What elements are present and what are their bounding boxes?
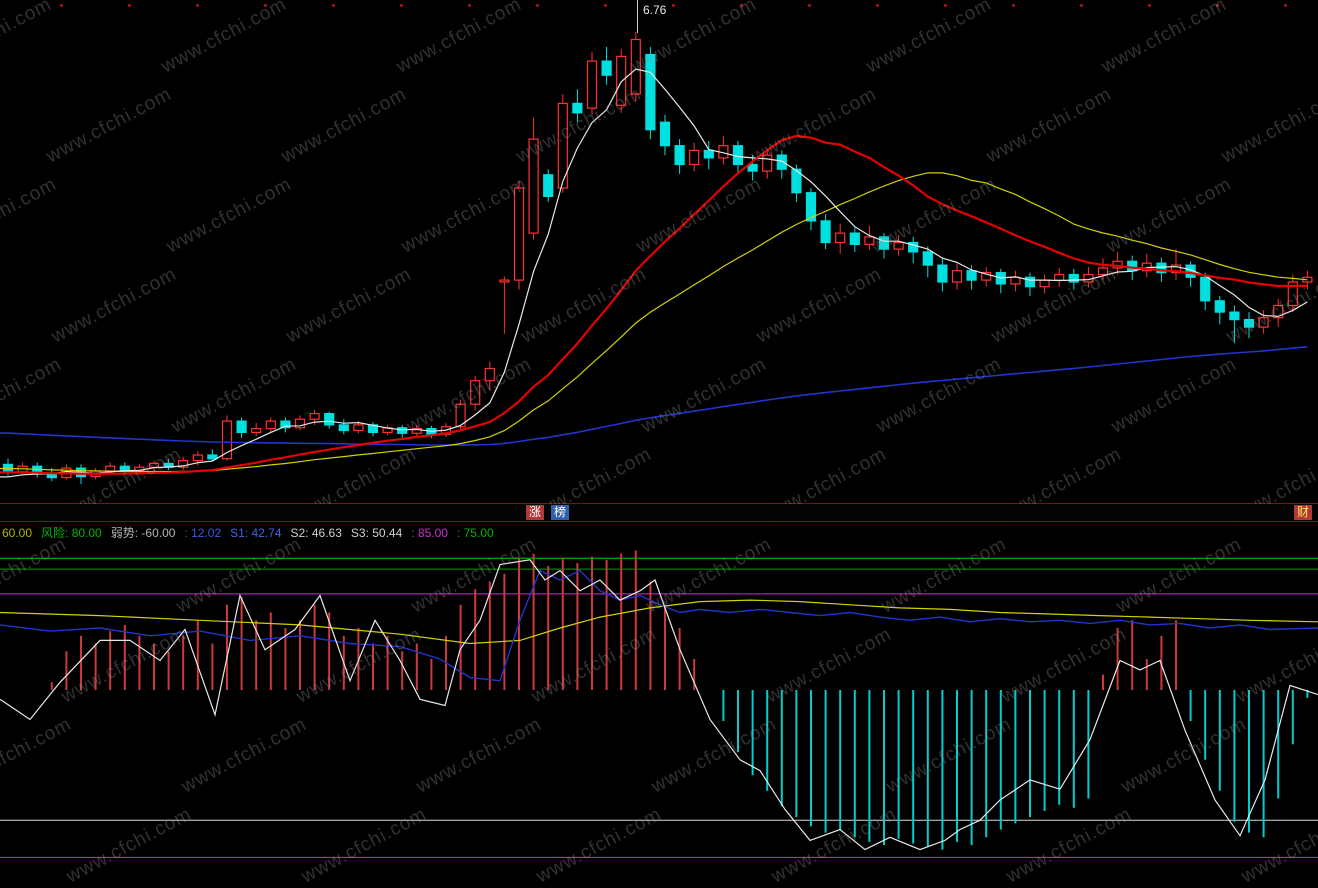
param-segment: S2: 46.63 xyxy=(291,526,342,540)
candle-body xyxy=(602,61,611,75)
candle-body xyxy=(237,421,246,432)
candle-body xyxy=(1011,277,1020,284)
candle-body xyxy=(1055,275,1064,281)
param-segment: 风险: 80.00 xyxy=(41,526,102,540)
top-tick xyxy=(332,4,335,7)
candle-body xyxy=(354,425,363,431)
top-tick xyxy=(1284,4,1287,7)
top-tick xyxy=(196,4,199,7)
candle-body xyxy=(631,40,640,95)
top-tick xyxy=(60,4,63,7)
candle-body xyxy=(1201,277,1210,301)
candle-body xyxy=(1128,261,1137,270)
candle-body xyxy=(339,425,348,431)
param-segment: S3: 50.44 xyxy=(351,526,402,540)
top-tick xyxy=(876,4,879,7)
peak-marker-line xyxy=(637,0,638,33)
candle-body xyxy=(471,381,480,405)
param-segment: 弱势: -60.00 xyxy=(111,526,176,540)
candle-body xyxy=(266,421,275,429)
param-segment: : 85.00 xyxy=(411,526,448,540)
candle-body xyxy=(398,428,407,434)
candle-body xyxy=(485,369,494,381)
candle-body xyxy=(661,122,670,146)
finance-tag[interactable]: 财 xyxy=(1294,505,1312,520)
candle-body xyxy=(150,463,159,467)
candle-body xyxy=(1215,301,1224,312)
candle-body xyxy=(325,414,334,425)
stock-chart-app: 6.76 涨 榜 财 60.00 风险: 80.00 弱势: -60.00 : 12.… xyxy=(0,0,1318,866)
candle-body xyxy=(310,414,319,420)
candle-body xyxy=(617,56,626,105)
candle-body xyxy=(529,139,538,233)
candle-body xyxy=(646,55,655,130)
candle-body xyxy=(1259,318,1268,327)
peak-price-label: 6.76 xyxy=(643,3,666,17)
indicator-params[interactable]: 60.00 风险: 80.00 弱势: -60.00 : 12.02 S1: 42.74… xyxy=(2,523,1316,543)
param-segment: : 12.02 xyxy=(184,526,221,540)
top-tick xyxy=(1216,4,1219,7)
osc-line-fast-white xyxy=(0,560,1318,850)
top-tick xyxy=(536,4,539,7)
candle-body xyxy=(734,146,743,165)
candle-body xyxy=(865,237,874,245)
candle-body xyxy=(1069,275,1078,283)
top-tick xyxy=(128,4,131,7)
top-tick xyxy=(264,4,267,7)
top-tick xyxy=(1012,4,1015,7)
candle-body xyxy=(836,233,845,242)
param-segment: : 75.00 xyxy=(457,526,494,540)
candle-body xyxy=(967,271,976,280)
candle-body xyxy=(1099,268,1108,275)
top-tick xyxy=(1080,4,1083,7)
candle-body xyxy=(1245,320,1254,328)
ma-line-ma20 xyxy=(0,136,1307,474)
candle-body xyxy=(588,61,597,108)
candle-body xyxy=(106,466,115,471)
hotlist-tag-bang[interactable]: 榜 xyxy=(551,505,569,520)
candle-body xyxy=(894,243,903,250)
candle-body xyxy=(252,429,261,433)
candle-body xyxy=(880,237,889,249)
candle-body xyxy=(938,265,947,282)
candle-body xyxy=(1230,312,1239,320)
oscillator-panel[interactable] xyxy=(0,545,1318,866)
candle-body xyxy=(193,455,202,461)
param-segment: S1: 42.74 xyxy=(230,526,281,540)
top-tick xyxy=(604,4,607,7)
candle-body xyxy=(923,252,932,265)
candle-body xyxy=(953,271,962,282)
candle-body xyxy=(777,155,786,169)
top-tick xyxy=(740,4,743,7)
candle-body xyxy=(573,103,582,112)
candle-body xyxy=(850,233,859,244)
top-tick xyxy=(1148,4,1151,7)
candle-body xyxy=(1040,280,1049,287)
candle-body xyxy=(675,146,684,165)
ma-line-ma30 xyxy=(0,173,1307,472)
candle-body xyxy=(821,221,830,243)
candle-body xyxy=(748,165,757,172)
candle-body xyxy=(1026,277,1035,286)
top-tick xyxy=(808,4,811,7)
candle-body xyxy=(208,455,217,459)
hotlist-tag-zhang[interactable]: 涨 xyxy=(526,505,544,520)
status-bar: 涨 榜 财 xyxy=(0,504,1318,521)
candle-body xyxy=(500,280,509,282)
top-tick xyxy=(672,4,675,7)
candle-body xyxy=(763,155,772,171)
top-tick xyxy=(944,4,947,7)
candle-body xyxy=(515,188,524,280)
candle-body xyxy=(690,150,699,164)
param-segment: 60.00 xyxy=(2,526,32,540)
panel-separator-bottom xyxy=(0,521,1318,522)
candle-body xyxy=(544,175,553,197)
top-tick xyxy=(468,4,471,7)
ma-line-ma120 xyxy=(0,347,1307,445)
candle-body xyxy=(704,150,713,158)
candlestick-chart[interactable] xyxy=(0,0,1318,503)
top-tick xyxy=(400,4,403,7)
